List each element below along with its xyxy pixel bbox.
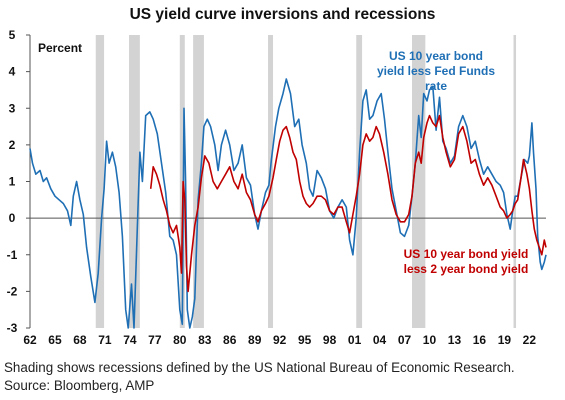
series-line-10y-less-2y [149, 114, 547, 293]
y-tick-label: 3 [9, 101, 16, 115]
y-tick-label: -1 [7, 248, 18, 262]
x-tick-label: 95 [298, 333, 312, 347]
y-tick-label: 5 [9, 28, 16, 42]
x-tick-label: 62 [23, 333, 37, 347]
x-tick-label: 68 [73, 333, 87, 347]
x-tick-label: 92 [273, 333, 287, 347]
y-tick-label: 4 [9, 65, 16, 79]
series-label-line: US 10 year bond yield [404, 247, 529, 261]
x-tick-label: 04 [373, 333, 387, 347]
recession-band [513, 35, 517, 328]
series-label-10y-less-fed-funds: US 10 year bond yield less Fed Funds rate [377, 49, 495, 93]
series-label-line: US 10 year bond [389, 49, 483, 63]
x-tick-label: 80 [173, 333, 187, 347]
x-tick-label: 89 [248, 333, 262, 347]
y-tick-label: -2 [7, 284, 18, 298]
x-tick-label: 71 [98, 333, 112, 347]
recession-band [268, 35, 274, 328]
x-tick-label: 65 [48, 333, 62, 347]
x-tick-label: 77 [148, 333, 162, 347]
series-label-line: less 2 year bond yield [404, 262, 529, 276]
x-tick-label: 13 [448, 333, 462, 347]
x-tick-label: 01 [348, 333, 362, 347]
x-tick-label: 74 [123, 333, 137, 347]
y-tick-label: 0 [9, 211, 16, 225]
x-tick-label: 10 [423, 333, 437, 347]
x-tick-label: 16 [473, 333, 487, 347]
recession-band [193, 35, 204, 328]
y-tick-label: 1 [9, 175, 16, 189]
series-layer [29, 78, 547, 329]
x-tick-label: 83 [198, 333, 212, 347]
x-tick-label: 86 [223, 333, 237, 347]
source-note: Shading shows recessions defined by the … [4, 360, 515, 393]
label-layer: US 10 year bond yield less Fed Funds rateU… [377, 49, 528, 276]
y-tick-label: -3 [7, 321, 18, 335]
x-tick-label: 98 [323, 333, 337, 347]
recession-band [95, 35, 105, 328]
chart-title: US yield curve inversions and recessions [129, 6, 436, 23]
series-label-10y-less-2y: US 10 year bond yield less 2 year bond yi… [404, 247, 529, 276]
recession-band [412, 35, 426, 328]
series-label-line: rate [425, 79, 447, 93]
y-axis-label: Percent [38, 41, 82, 55]
recession-band [129, 35, 140, 328]
x-tick-label: 19 [498, 333, 512, 347]
series-line-10y-less-fed-funds [29, 78, 547, 329]
y-tick-label: 2 [9, 138, 16, 152]
x-tick-label: 22 [523, 333, 537, 347]
x-tick-label: 07 [398, 333, 412, 347]
series-label-line: yield less Fed Funds [377, 64, 495, 78]
